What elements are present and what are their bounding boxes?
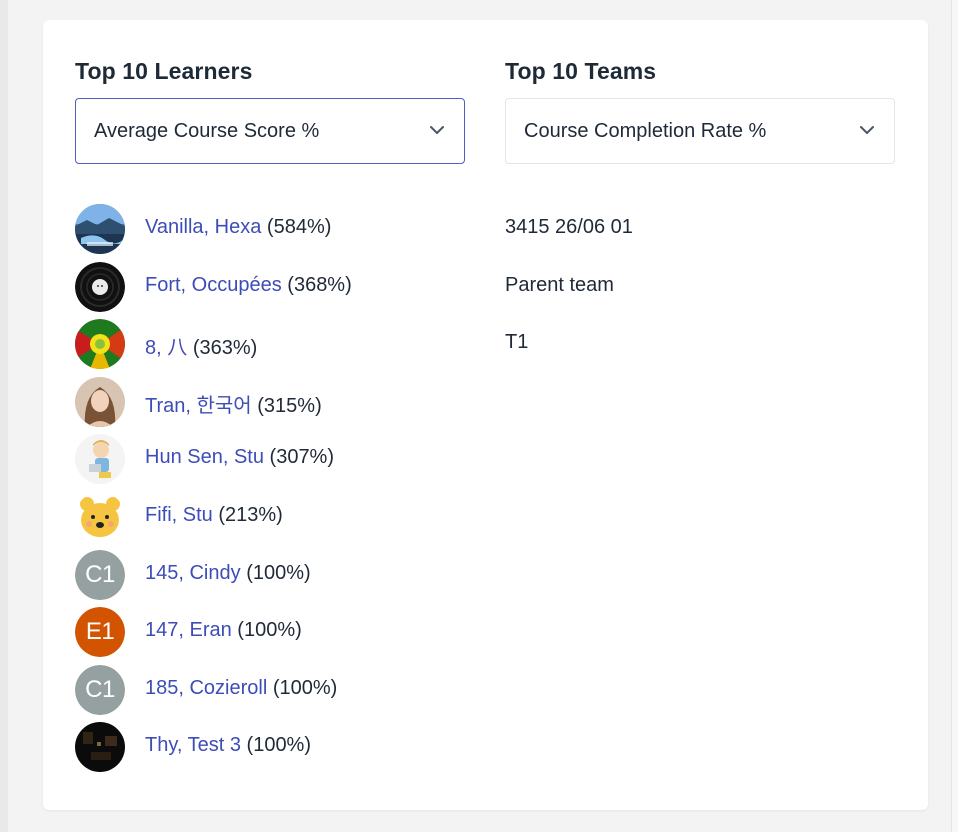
learner-name-link[interactable]: Vanilla, Hexa bbox=[145, 216, 262, 238]
avatar: C1 bbox=[75, 664, 125, 715]
learner-score: (100%) bbox=[237, 619, 302, 642]
learner-row: Tran, 한국어 (315%) bbox=[75, 376, 475, 427]
teams-metric-value: Course Completion Rate % bbox=[524, 120, 767, 142]
learner-row: 8, 八 (363%) bbox=[75, 319, 475, 370]
team-name: 3415 26/06 01 bbox=[505, 216, 633, 238]
avatar: E1 bbox=[75, 607, 125, 658]
learner-label: Hun Sen, Stu (307%) bbox=[145, 446, 334, 469]
learner-label: 147, Eran (100%) bbox=[145, 619, 302, 642]
learner-row: Fifi, Stu (213%) bbox=[75, 491, 475, 542]
avatar-initials: E1 bbox=[75, 607, 125, 658]
learner-score: (100%) bbox=[272, 676, 338, 699]
learner-label: Thy, Test 3 (100%) bbox=[145, 734, 311, 757]
team-row: 3415 26/06 01 bbox=[505, 204, 895, 254]
learner-name-link[interactable]: 8, 八 bbox=[145, 337, 188, 360]
avatar: C1 bbox=[75, 549, 125, 600]
learner-name-link[interactable]: Fort, Occupées bbox=[145, 273, 282, 296]
learner-row: C1 145, Cindy (100%) bbox=[75, 549, 475, 600]
learner-name-link[interactable]: 185, Cozieroll bbox=[145, 676, 268, 699]
left-background-strip bbox=[0, 0, 8, 832]
team-row: Parent team bbox=[505, 262, 895, 312]
learner-score: (584%) bbox=[266, 216, 332, 238]
learner-name-link[interactable]: Hun Sen, Stu bbox=[145, 446, 264, 469]
learner-name-link[interactable]: Tran, 한국어 bbox=[145, 394, 252, 417]
learner-row: Hun Sen, Stu (307%) bbox=[75, 434, 475, 485]
avatar bbox=[75, 204, 125, 254]
chevron-down-icon bbox=[430, 126, 444, 134]
learner-score: (363%) bbox=[192, 337, 258, 360]
teams-metric-select[interactable]: Course Completion Rate % bbox=[505, 98, 895, 164]
learners-title: Top 10 Learners bbox=[75, 58, 253, 84]
learner-score: (315%) bbox=[257, 394, 322, 417]
learner-row: E1 147, Eran (100%) bbox=[75, 607, 475, 658]
learner-score: (100%) bbox=[246, 561, 311, 584]
learner-name-link[interactable]: Thy, Test 3 bbox=[145, 734, 241, 757]
learner-label: 8, 八 (363%) bbox=[145, 331, 257, 360]
team-name: T1 bbox=[505, 331, 529, 354]
learner-name-link[interactable]: Fifi, Stu bbox=[145, 503, 213, 526]
learner-label: 185, Cozieroll (100%) bbox=[145, 677, 337, 700]
teams-title: Top 10 Teams bbox=[505, 58, 657, 84]
learner-label: Fifi, Stu (213%) bbox=[145, 504, 283, 527]
learner-row: Vanilla, Hexa (584%) bbox=[75, 204, 475, 254]
learner-label: Fort, Occupées (368%) bbox=[145, 274, 352, 297]
learner-score: (307%) bbox=[269, 446, 335, 469]
learner-row: Thy, Test 3 (100%) bbox=[75, 722, 475, 773]
learner-label: Vanilla, Hexa (584%) bbox=[145, 216, 331, 239]
learner-score: (213%) bbox=[218, 503, 283, 526]
learner-label: 145, Cindy (100%) bbox=[145, 562, 311, 585]
adjacent-card-edge bbox=[951, 0, 958, 832]
avatar-initials: C1 bbox=[75, 549, 125, 600]
team-name: Parent team bbox=[505, 273, 614, 296]
learner-row: Fort, Occupées (368%) bbox=[75, 261, 475, 312]
avatar bbox=[75, 376, 125, 427]
top-performers-card: Top 10 Learners Average Course Score % bbox=[43, 20, 928, 810]
learners-metric-value: Average Course Score % bbox=[94, 120, 320, 142]
learner-score: (368%) bbox=[287, 273, 352, 296]
avatar bbox=[75, 319, 125, 370]
learner-score: (100%) bbox=[246, 734, 312, 757]
teams-list: 3415 26/06 01 Parent team T1 bbox=[505, 204, 895, 377]
learners-list: Vanilla, Hexa (584%) Fort, Oc bbox=[75, 204, 475, 780]
avatar bbox=[75, 722, 125, 773]
avatar bbox=[75, 491, 125, 542]
learner-label: Tran, 한국어 (315%) bbox=[145, 389, 322, 418]
chevron-down-icon bbox=[860, 126, 874, 134]
learner-name-link[interactable]: 145, Cindy bbox=[145, 561, 241, 584]
learner-name-link[interactable]: 147, Eran bbox=[145, 619, 232, 642]
avatar bbox=[75, 261, 125, 312]
avatar bbox=[75, 434, 125, 485]
learner-row: C1 185, Cozieroll (100%) bbox=[75, 664, 475, 715]
learners-metric-select[interactable]: Average Course Score % bbox=[75, 98, 465, 164]
avatar-initials: C1 bbox=[75, 664, 125, 715]
team-row: T1 bbox=[505, 319, 895, 369]
